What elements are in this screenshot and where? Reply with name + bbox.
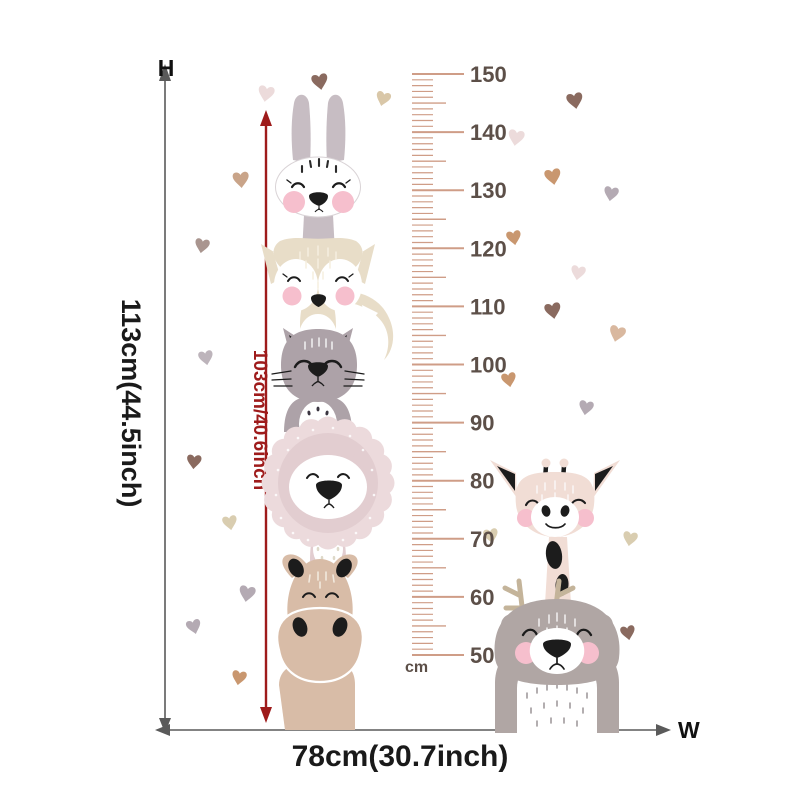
svg-text:50: 50 [470,643,494,668]
svg-text:W: W [678,717,700,743]
svg-text:140: 140 [470,120,507,145]
svg-text:H: H [158,55,175,81]
svg-text:90: 90 [470,411,494,436]
svg-text:120: 120 [470,236,507,261]
svg-text:150: 150 [470,62,507,87]
svg-text:78cm(30.7inch): 78cm(30.7inch) [292,740,509,773]
svg-text:110: 110 [470,294,506,319]
svg-text:cm: cm [405,659,428,676]
svg-text:70: 70 [470,527,494,552]
svg-text:113cm(44.5inch): 113cm(44.5inch) [116,299,146,508]
svg-text:80: 80 [470,469,494,494]
svg-text:130: 130 [470,178,507,203]
svg-text:100: 100 [470,353,507,378]
svg-text:60: 60 [470,585,494,610]
